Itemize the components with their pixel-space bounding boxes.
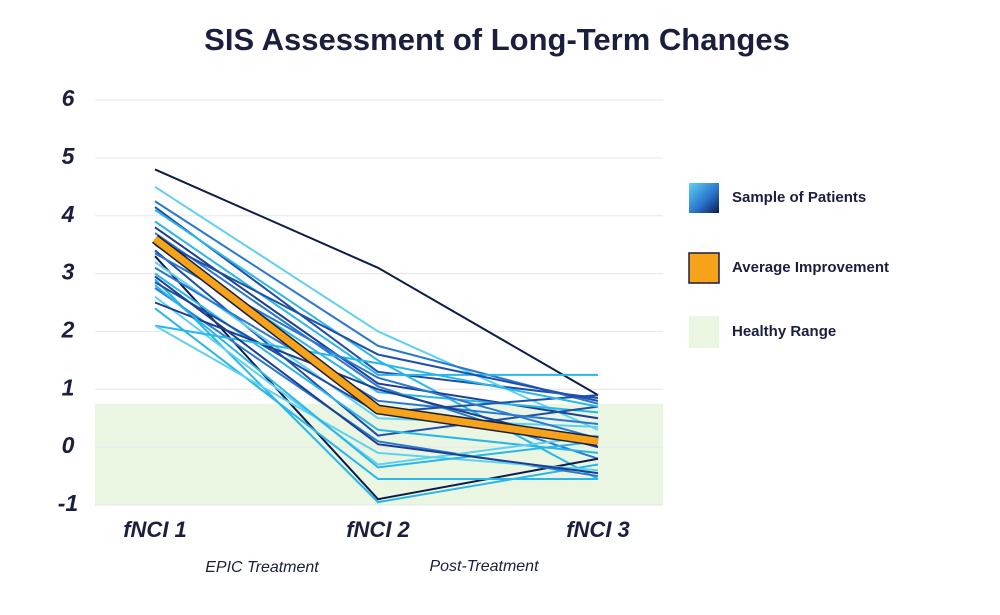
patient-line bbox=[154, 168, 599, 396]
legend-swatch bbox=[689, 316, 719, 348]
y-tick-label: 1 bbox=[62, 374, 75, 400]
legend-label: Sample of Patients bbox=[732, 189, 866, 206]
average-line bbox=[152, 236, 599, 445]
patient-line bbox=[154, 209, 599, 480]
y-tick-label: 3 bbox=[62, 259, 75, 285]
patient-line bbox=[154, 220, 598, 376]
patient-line bbox=[154, 206, 599, 399]
x-tick-label: fNCI 3 bbox=[566, 517, 630, 542]
patient-line bbox=[154, 185, 599, 431]
patient-line bbox=[154, 275, 599, 475]
y-tick-label: 0 bbox=[62, 432, 75, 458]
patient-line bbox=[154, 324, 599, 408]
legend-label: Average Improvement bbox=[732, 259, 889, 276]
y-tick-label: 4 bbox=[61, 201, 75, 227]
legend-label: Healthy Range bbox=[732, 323, 836, 340]
y-tick-label: -1 bbox=[58, 490, 78, 516]
patient-line bbox=[154, 295, 599, 466]
x-tick-label: fNCI 2 bbox=[346, 517, 410, 542]
patient-line bbox=[154, 284, 599, 469]
chart-title: SIS Assessment of Long-Term Changes bbox=[204, 22, 790, 57]
y-tick-label: 2 bbox=[61, 317, 75, 343]
y-tick-label: 5 bbox=[62, 143, 76, 169]
x-tick-label: fNCI 1 bbox=[123, 517, 187, 542]
patient-line bbox=[154, 307, 598, 480]
legend-swatch bbox=[688, 252, 720, 284]
patient-line bbox=[154, 266, 599, 425]
patient-line bbox=[154, 261, 599, 428]
plot-area: -1 0 1 2 3 4 5 6 fNCI 1 fNCI 2 fNCI 3 bbox=[58, 85, 663, 542]
annotation: EPIC Treatment bbox=[205, 559, 319, 576]
y-tick-label: 6 bbox=[62, 85, 75, 111]
legend-swatch bbox=[689, 183, 719, 213]
annotation: Post-Treatment bbox=[429, 558, 539, 575]
legend: Sample of Patients Average Improvement H… bbox=[688, 183, 889, 348]
patient-line bbox=[154, 237, 599, 402]
